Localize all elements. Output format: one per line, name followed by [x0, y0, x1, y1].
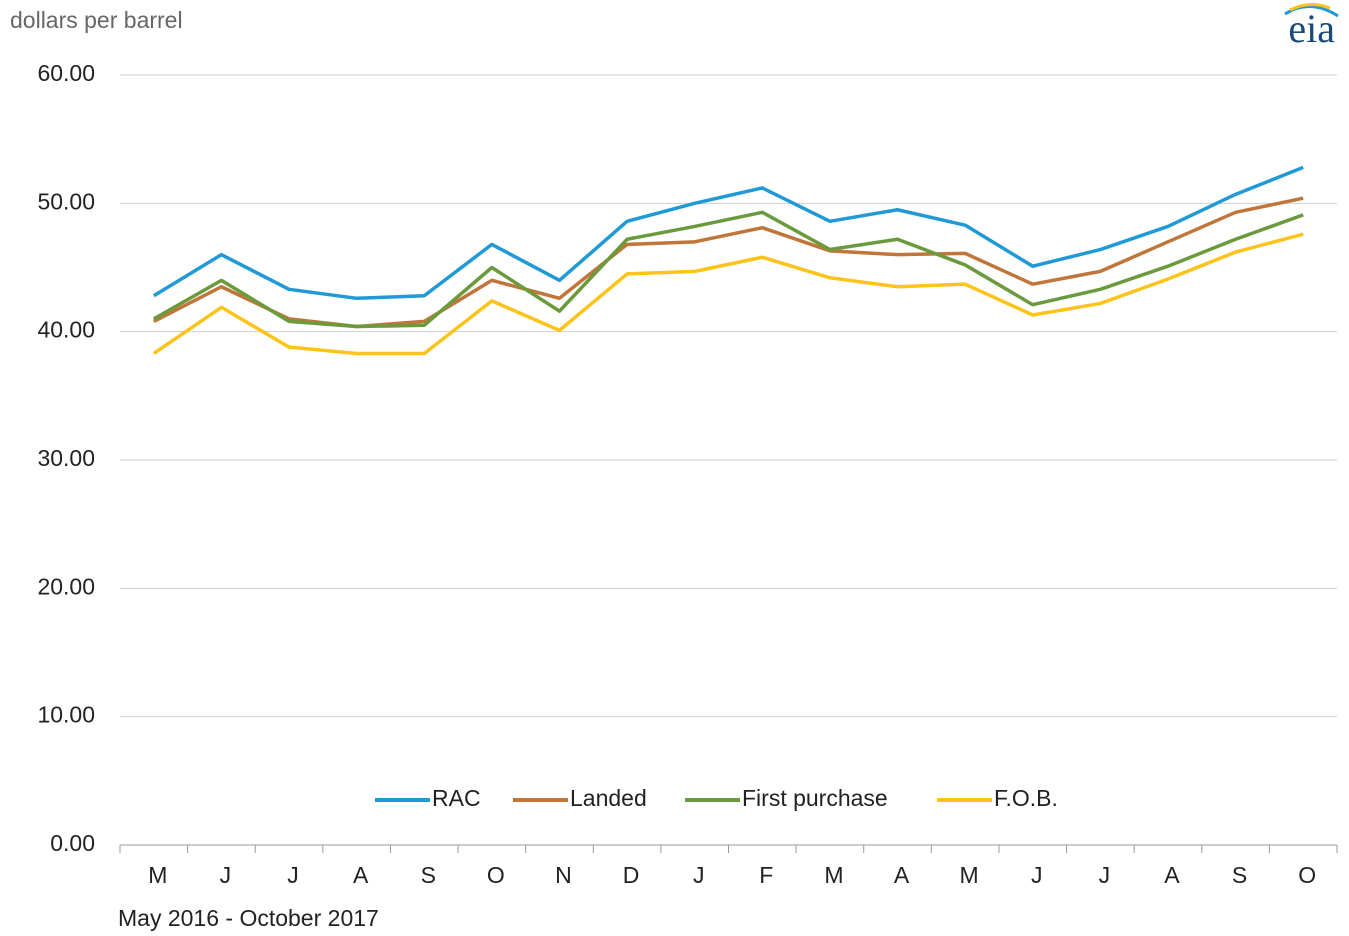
x-tick-label: J: [693, 862, 705, 888]
x-tick-label: O: [487, 862, 505, 888]
y-tick-label: 0.00: [50, 830, 95, 856]
y-axis-label: dollars per barrel: [10, 7, 183, 33]
y-tick-label: 30.00: [37, 445, 95, 471]
legend-label: Landed: [570, 785, 647, 811]
x-tick-label: S: [1232, 862, 1247, 888]
x-tick-label: J: [1099, 862, 1111, 888]
logo-swoosh: [1289, 3, 1331, 12]
x-tick-label: J: [220, 862, 232, 888]
legend-label: F.O.B.: [994, 785, 1058, 811]
logo-swoosh: [1284, 5, 1339, 18]
series-line: [152, 232, 1304, 356]
series-line: [152, 210, 1304, 329]
x-tick-label: M: [148, 862, 167, 888]
legend-label: RAC: [432, 785, 481, 811]
x-tick-label: D: [623, 862, 640, 888]
x-tick-label: J: [1031, 862, 1043, 888]
x-tick-label: O: [1298, 862, 1316, 888]
y-tick-label: 60.00: [37, 60, 95, 86]
y-tick-label: 40.00: [37, 317, 95, 343]
x-tick-label: F: [759, 862, 773, 888]
x-tick-label: M: [960, 862, 979, 888]
legend-label: First purchase: [742, 785, 888, 811]
y-tick-label: 20.00: [37, 573, 95, 599]
x-tick-label: S: [421, 862, 436, 888]
logo: eia: [1288, 6, 1335, 51]
series-line: [152, 165, 1304, 301]
x-tick-label: J: [287, 862, 299, 888]
series-line: [153, 196, 1304, 329]
x-tick-label: A: [894, 862, 910, 888]
x-tick-label: N: [555, 862, 572, 888]
x-tick-label: A: [353, 862, 369, 888]
x-axis-label: May 2016 - October 2017: [118, 905, 379, 931]
x-tick-label: M: [824, 862, 843, 888]
x-tick-label: A: [1164, 862, 1180, 888]
y-tick-label: 10.00: [37, 702, 95, 728]
y-tick-label: 50.00: [37, 188, 95, 214]
